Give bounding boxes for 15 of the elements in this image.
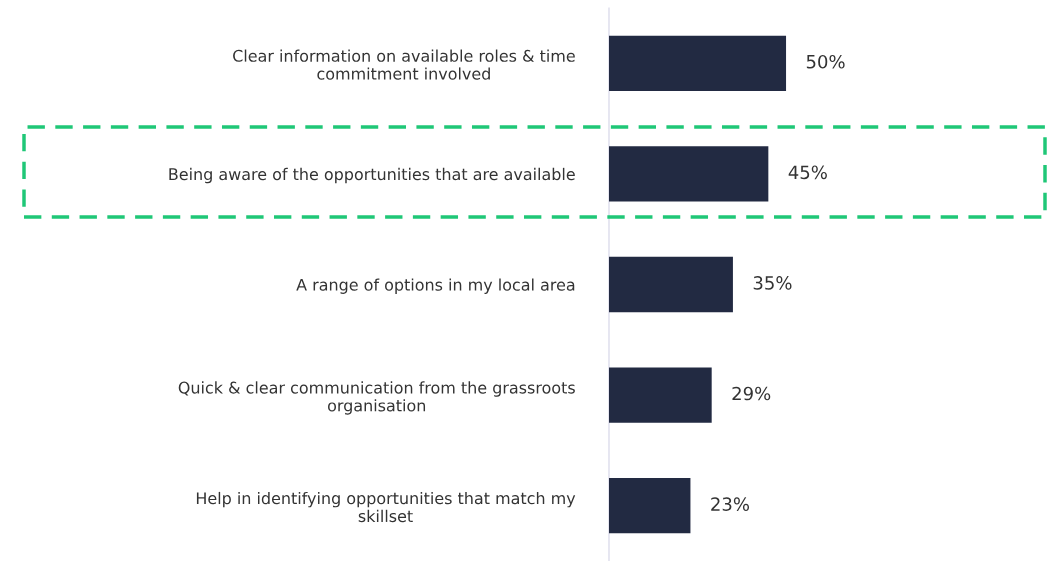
- y-tick-label: Help in identifying opportunities that match my skillset: [196, 491, 576, 523]
- y-tick-label: Being aware of the opportunities that are available: [169, 167, 575, 184]
- y-tick-label: A range of options in my local area: [296, 278, 575, 294]
- bar: [609, 146, 769, 202]
- data-label: 50%: [806, 54, 845, 69]
- data-label: 45%: [788, 165, 827, 180]
- y-tick-label: Clear information on available roles & time commitment involved: [233, 49, 575, 80]
- data-label: 23%: [711, 497, 750, 511]
- bar: [609, 256, 733, 313]
- bar: [609, 478, 691, 534]
- y-tick-label: Quick & clear communication from the grassroots organisation: [178, 381, 575, 415]
- data-label: 35%: [753, 276, 792, 290]
- data-label: 29%: [732, 386, 771, 401]
- bar: [609, 367, 712, 423]
- bar: [609, 35, 787, 91]
